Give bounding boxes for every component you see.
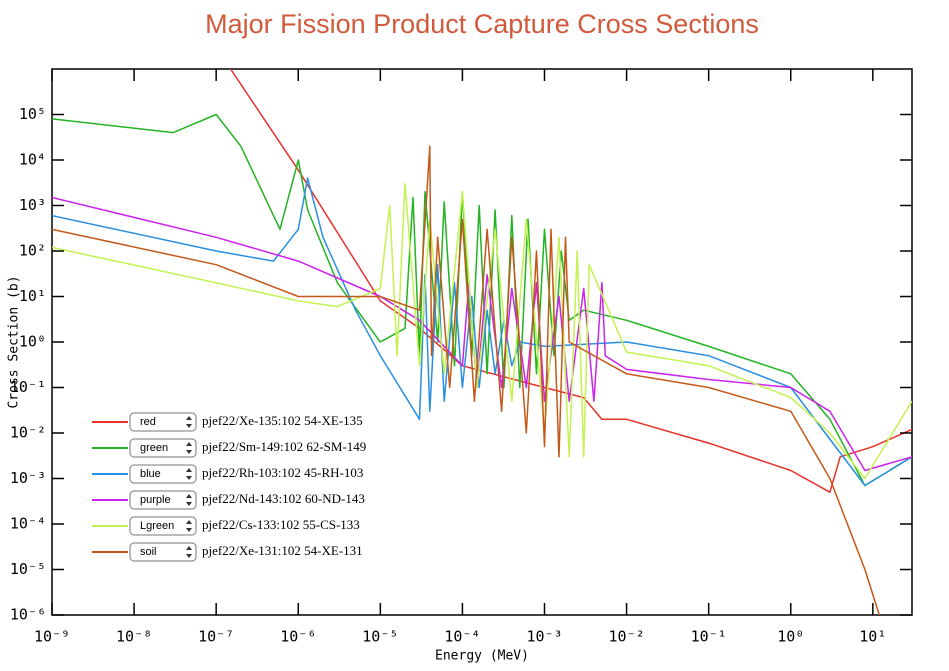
- x-tick-label: 10⁰: [777, 628, 804, 646]
- x-tick-label: 10⁻³: [526, 628, 562, 646]
- legend-label: pjef22/Rh-103:102 45-RH-103: [202, 465, 363, 480]
- legend-label: pjef22/Xe-135:102 54-XE-135: [202, 413, 363, 428]
- color-select[interactable]: [129, 516, 197, 536]
- color-select-label[interactable]: green: [140, 442, 168, 454]
- color-select[interactable]: [129, 438, 197, 458]
- x-axis-label: Energy (MeV): [435, 649, 529, 664]
- y-tick-label: 10¹: [19, 287, 46, 305]
- color-select-label[interactable]: Lgreen: [140, 520, 174, 532]
- color-select-label[interactable]: soil: [140, 546, 157, 558]
- y-tick-label: 10⁻¹: [10, 378, 46, 396]
- legend-label: pjef22/Nd-143:102 60-ND-143: [202, 491, 365, 506]
- series-line: [52, 145, 881, 615]
- y-tick-label: 10⁻³: [10, 469, 46, 487]
- color-select[interactable]: [129, 490, 197, 510]
- legend-label: pjef22/Sm-149:102 62-SM-149: [202, 439, 366, 454]
- legend-label: pjef22/Cs-133:102 55-CS-133: [202, 517, 360, 532]
- x-tick-label: 10⁻⁴: [444, 628, 480, 646]
- legend-label: pjef22/Xe-131:102 54-XE-131: [202, 543, 363, 558]
- select-arrows: [186, 520, 192, 532]
- x-tick-label: 10⁻⁸: [116, 628, 152, 646]
- color-select-label[interactable]: red: [140, 416, 156, 428]
- y-tick-label: 10⁵: [19, 105, 46, 123]
- select-arrows: [186, 494, 192, 506]
- color-select[interactable]: [129, 464, 197, 484]
- y-axis-label: Cross Section (b): [7, 275, 22, 408]
- chart-title: Major Fission Product Capture Cross Sect…: [205, 9, 759, 39]
- color-select-label[interactable]: purple: [140, 494, 171, 506]
- select-arrows: [186, 442, 192, 454]
- series-line: [52, 177, 912, 487]
- y-tick-label: 10³: [19, 196, 46, 214]
- color-select[interactable]: [129, 412, 197, 432]
- x-tick-label: 10⁻⁶: [280, 628, 316, 646]
- y-tick-label: 10²: [19, 242, 46, 260]
- y-tick-label: 10⁴: [19, 151, 46, 169]
- series-layer: [52, 69, 912, 615]
- series-line: [229, 69, 912, 493]
- x-tick-label: 10¹: [859, 628, 886, 646]
- y-tick-label: 10⁰: [19, 333, 46, 351]
- color-select-label[interactable]: blue: [140, 468, 161, 480]
- select-arrows: [186, 546, 192, 558]
- series-line: [52, 183, 912, 480]
- select-arrows: [186, 416, 192, 428]
- x-tick-label: 10⁻⁷: [198, 628, 234, 646]
- legend: red pjef22/Xe-135:102 54-XE-135 green pjef2…: [92, 412, 366, 562]
- y-tick-label: 10⁻⁶: [10, 606, 46, 624]
- y-tick-label: 10⁻²: [10, 424, 46, 442]
- series-line: [52, 113, 912, 487]
- color-select[interactable]: [129, 542, 197, 562]
- x-tick-label: 10⁻¹: [691, 628, 727, 646]
- x-tick-label: 10⁻⁵: [362, 628, 398, 646]
- select-arrows: [186, 468, 192, 480]
- x-tick-label: 10⁻⁹: [34, 628, 70, 646]
- y-tick-label: 10⁻⁴: [10, 515, 46, 533]
- x-tick-label: 10⁻²: [609, 628, 645, 646]
- y-tick-label: 10⁻⁵: [10, 560, 46, 578]
